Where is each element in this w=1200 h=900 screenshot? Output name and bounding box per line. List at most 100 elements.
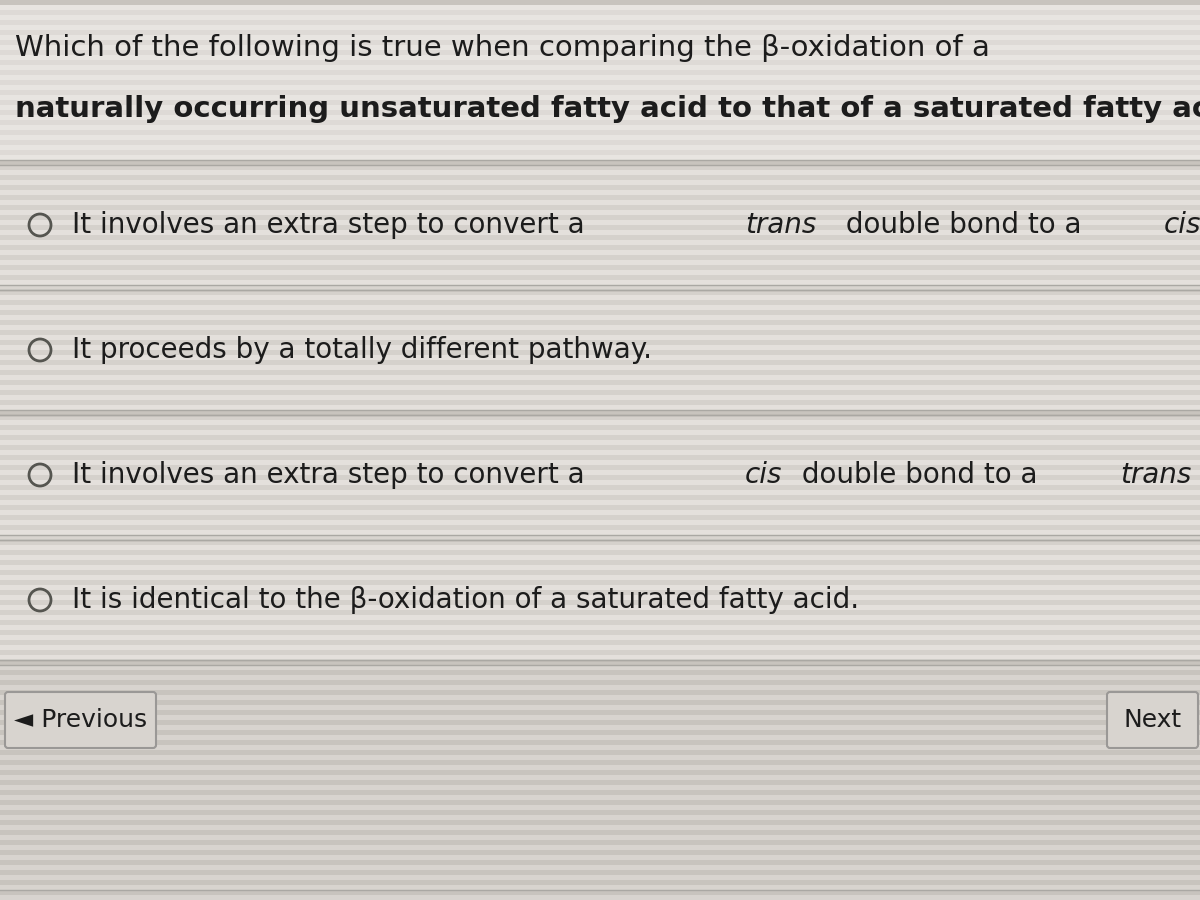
Bar xyxy=(0,390,1200,395)
Bar xyxy=(0,260,1200,265)
Text: trans: trans xyxy=(1121,461,1192,489)
Bar xyxy=(0,545,1200,550)
Bar xyxy=(0,400,1200,405)
Bar xyxy=(0,660,1200,665)
Bar xyxy=(0,845,1200,850)
Text: Next: Next xyxy=(1123,708,1182,732)
Bar xyxy=(0,425,1200,430)
Bar xyxy=(0,120,1200,125)
Bar xyxy=(0,475,1200,480)
Bar xyxy=(0,630,1200,635)
Bar xyxy=(0,455,1200,460)
Bar xyxy=(0,705,1200,710)
Bar xyxy=(0,690,1200,695)
Bar xyxy=(0,220,1200,225)
Bar xyxy=(0,600,1200,605)
Bar xyxy=(0,515,1200,520)
Bar xyxy=(0,5,1200,10)
Bar xyxy=(0,145,1200,150)
Bar xyxy=(0,350,1200,355)
Bar xyxy=(0,115,1200,120)
Bar xyxy=(0,335,1200,340)
Bar xyxy=(0,655,1200,660)
Bar xyxy=(0,465,1200,470)
Bar xyxy=(0,45,1200,50)
Bar xyxy=(0,445,1200,450)
Bar xyxy=(0,325,1200,330)
Bar xyxy=(0,130,1200,135)
Bar xyxy=(0,385,1200,390)
Bar xyxy=(0,680,1200,685)
Bar xyxy=(0,125,1200,130)
Bar xyxy=(0,75,1200,80)
Bar xyxy=(0,735,1200,740)
Bar xyxy=(0,310,1200,315)
Bar xyxy=(0,300,1200,305)
Bar xyxy=(0,475,1200,480)
Bar xyxy=(0,20,1200,25)
Bar xyxy=(0,485,1200,490)
Bar xyxy=(0,415,1200,420)
Bar xyxy=(0,390,1200,395)
Bar xyxy=(0,585,1200,590)
Bar xyxy=(0,355,1200,360)
Bar xyxy=(0,610,1200,615)
Bar xyxy=(0,310,1200,315)
Bar xyxy=(0,715,1200,720)
Bar xyxy=(0,785,1200,790)
Bar xyxy=(0,625,1200,630)
Bar xyxy=(0,80,1200,85)
Bar xyxy=(0,320,1200,325)
Bar xyxy=(0,490,1200,495)
Bar xyxy=(0,175,1200,180)
Bar xyxy=(0,255,1200,260)
Bar xyxy=(0,430,1200,435)
Bar xyxy=(0,830,1200,835)
Bar xyxy=(0,550,1200,555)
Bar xyxy=(0,155,1200,160)
Bar xyxy=(0,230,1200,235)
Bar xyxy=(0,365,1200,370)
Bar xyxy=(0,265,1200,270)
Bar xyxy=(0,625,1200,630)
Bar xyxy=(0,105,1200,110)
Bar xyxy=(0,545,1200,550)
Bar xyxy=(0,70,1200,75)
Bar xyxy=(0,295,1200,300)
Bar xyxy=(0,35,1200,40)
Bar xyxy=(0,500,1200,505)
Bar xyxy=(0,440,1200,445)
Bar xyxy=(0,575,1200,580)
Bar xyxy=(0,470,1200,475)
Bar xyxy=(0,600,1200,605)
Bar xyxy=(0,635,1200,640)
Bar xyxy=(0,160,1200,165)
Bar xyxy=(0,595,1200,600)
Bar xyxy=(0,65,1200,70)
Bar xyxy=(0,290,1200,295)
Bar xyxy=(0,320,1200,325)
Bar xyxy=(0,15,1200,20)
Bar xyxy=(0,745,1200,750)
Bar xyxy=(0,270,1200,275)
Bar xyxy=(0,670,1200,675)
Bar xyxy=(0,730,1200,735)
Bar xyxy=(0,150,1200,155)
Bar xyxy=(0,520,1200,525)
Bar xyxy=(0,530,1200,535)
Bar xyxy=(0,565,1200,570)
Bar xyxy=(0,290,1200,295)
Bar xyxy=(0,255,1200,260)
Bar xyxy=(0,250,1200,255)
Bar xyxy=(0,640,1200,645)
Bar xyxy=(0,210,1200,215)
Bar xyxy=(0,805,1200,810)
Bar xyxy=(0,490,1200,495)
Bar xyxy=(0,760,1200,765)
Bar xyxy=(0,250,1200,255)
Bar xyxy=(0,280,1200,285)
Bar xyxy=(0,25,1200,30)
Bar xyxy=(0,645,1200,650)
Bar xyxy=(0,450,1200,455)
Bar xyxy=(0,885,1200,890)
